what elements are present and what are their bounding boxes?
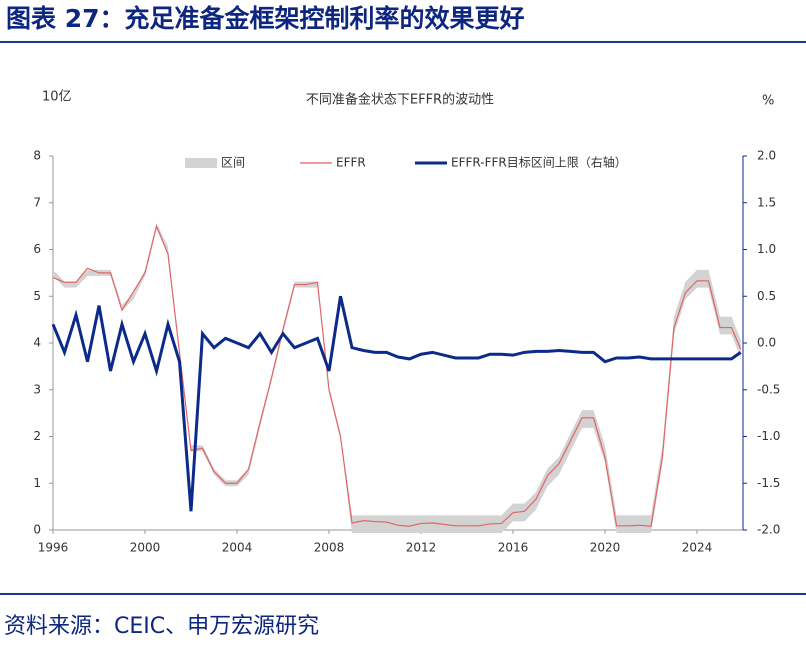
y2-tick-label: -1.5	[757, 476, 780, 490]
y-tick-label: 3	[33, 382, 41, 396]
y2-tick-label: 2.0	[757, 149, 776, 163]
y2-tick-label: 0.0	[757, 336, 776, 350]
y2-tick-label: 1.5	[757, 195, 776, 209]
y-tick-label: 0	[33, 523, 41, 537]
source: 资料来源：CEIC、申万宏源研究	[4, 614, 319, 639]
y-tick-label: 5	[33, 289, 41, 303]
legend-swatch	[185, 158, 217, 168]
page-title: 图表 27：充足准备金框架控制利率的效果更好	[6, 4, 525, 33]
y2-tick-label: -2.0	[757, 523, 780, 537]
legend-label: 区间	[221, 156, 245, 170]
series-line	[51, 295, 742, 512]
y2-tick-label: -1.0	[757, 429, 780, 443]
y2-tick-label: 0.5	[757, 289, 776, 303]
legend-label: EFFR	[336, 156, 366, 170]
y-tick-label: 4	[33, 336, 41, 350]
x-tick-label: 2004	[222, 541, 253, 555]
y2-tick-label: -0.5	[757, 382, 780, 396]
y-tick-label: 2	[33, 429, 41, 443]
y-tick-label: 6	[33, 242, 41, 256]
chart-title: 不同准备金状态下EFFR的波动性	[306, 92, 494, 108]
x-tick-label: 1996	[38, 541, 69, 555]
y-tick-label: 8	[33, 149, 41, 163]
legend-label: EFFR-FFR目标区间上限（右轴）	[451, 155, 627, 170]
series-line	[52, 224, 742, 527]
range-band	[53, 223, 741, 533]
x-tick-label: 2024	[682, 541, 713, 555]
y-tick-label: 1	[33, 476, 41, 490]
x-tick-label: 2016	[498, 541, 529, 555]
y2-tick-label: 1.0	[757, 242, 776, 256]
x-tick-label: 2020	[590, 541, 621, 555]
x-tick-label: 2008	[314, 541, 345, 555]
x-tick-label: 2000	[130, 541, 161, 555]
y2-axis-unit: %	[762, 94, 774, 109]
y-tick-label: 7	[33, 195, 41, 209]
x-tick-label: 2012	[406, 541, 437, 555]
y-axis-unit: 10亿	[42, 90, 72, 105]
